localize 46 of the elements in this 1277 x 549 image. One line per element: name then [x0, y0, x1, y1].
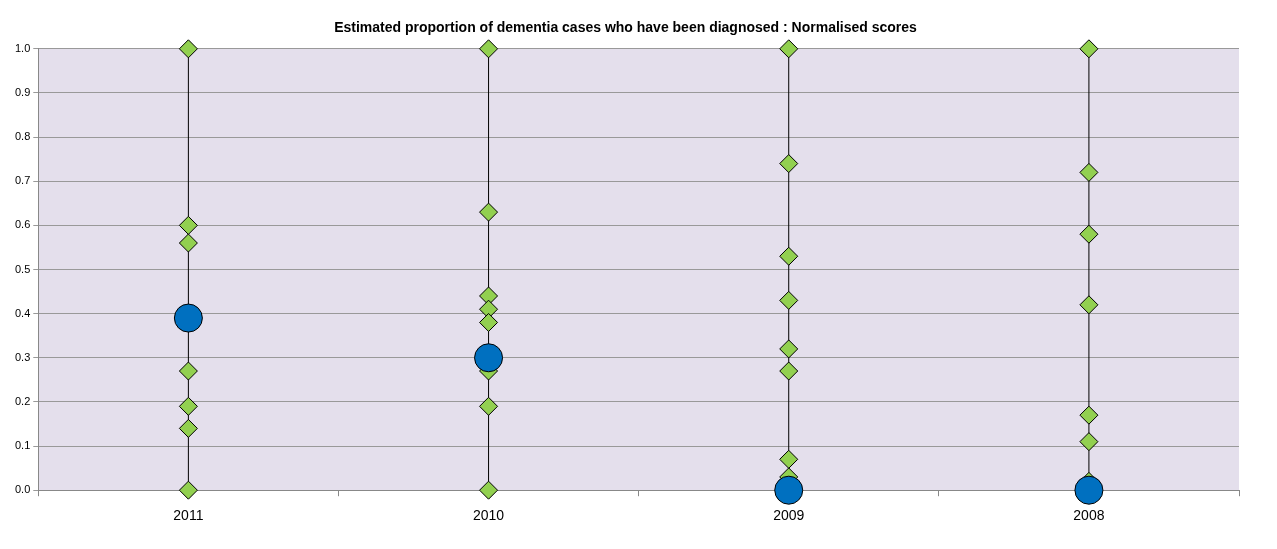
- point: [178, 418, 198, 438]
- point: [779, 39, 799, 59]
- point: [779, 361, 799, 381]
- point: [1079, 224, 1099, 244]
- y-tick-label: 1.0: [14, 41, 31, 54]
- point: [178, 361, 198, 381]
- point: [178, 215, 198, 235]
- y-tick-label: 0.2: [14, 394, 31, 407]
- x-tick-label: 2009: [773, 507, 805, 524]
- point: [479, 299, 499, 319]
- y-tick-label: 0.9: [14, 85, 31, 98]
- point: [779, 449, 799, 469]
- point: [479, 312, 499, 332]
- point: [779, 246, 799, 266]
- y-tick-label: 0.3: [14, 350, 31, 363]
- point: [479, 396, 499, 416]
- point: [173, 303, 203, 333]
- point: [779, 339, 799, 359]
- point: [178, 39, 198, 59]
- y-tick-label: 0.5: [14, 262, 31, 275]
- y-tick-label: 0.7: [14, 174, 31, 187]
- y-tick-label: 0.6: [14, 218, 31, 231]
- point: [1079, 39, 1099, 59]
- point: [1079, 162, 1099, 182]
- point: [1079, 295, 1099, 315]
- x-tick-label: 2010: [472, 507, 505, 524]
- y-tick-label: 0.0: [14, 483, 31, 496]
- point: [1074, 475, 1104, 505]
- point: [178, 480, 198, 500]
- point: [779, 290, 799, 310]
- point: [1079, 432, 1099, 452]
- point: [178, 396, 198, 416]
- point: [474, 343, 504, 373]
- y-tick-label: 0.1: [14, 439, 31, 452]
- x-tick-label: 2011: [173, 507, 204, 524]
- x-tick-label: 2008: [1073, 507, 1105, 524]
- y-tick-label: 0.4: [14, 306, 31, 319]
- point: [779, 154, 799, 174]
- point: [479, 202, 499, 222]
- point: [178, 233, 198, 253]
- y-tick-label: 0.8: [14, 130, 31, 143]
- point: [774, 475, 804, 505]
- point: [1079, 405, 1099, 425]
- chart-title: Estimated proportion of dementia cases who have been diagnosed : Normalised scores: [334, 19, 918, 36]
- point: [479, 39, 499, 59]
- point: [479, 480, 499, 500]
